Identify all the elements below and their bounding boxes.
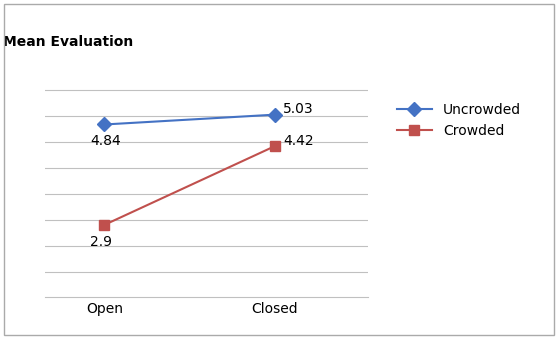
Crowded [101, 223, 108, 227]
Uncrowded [271, 113, 278, 117]
Legend: Uncrowded, Crowded: Uncrowded, Crowded [391, 98, 527, 144]
Line: Crowded: Crowded [99, 141, 280, 230]
Crowded [271, 144, 278, 148]
Text: 4.84: 4.84 [90, 134, 121, 148]
Text: 5.03: 5.03 [283, 102, 314, 116]
Text: Mean Evaluation: Mean Evaluation [3, 34, 133, 49]
Uncrowded [101, 122, 108, 126]
Text: 4.42: 4.42 [283, 134, 314, 148]
Line: Uncrowded: Uncrowded [99, 110, 280, 129]
Text: 2.9: 2.9 [90, 235, 112, 249]
